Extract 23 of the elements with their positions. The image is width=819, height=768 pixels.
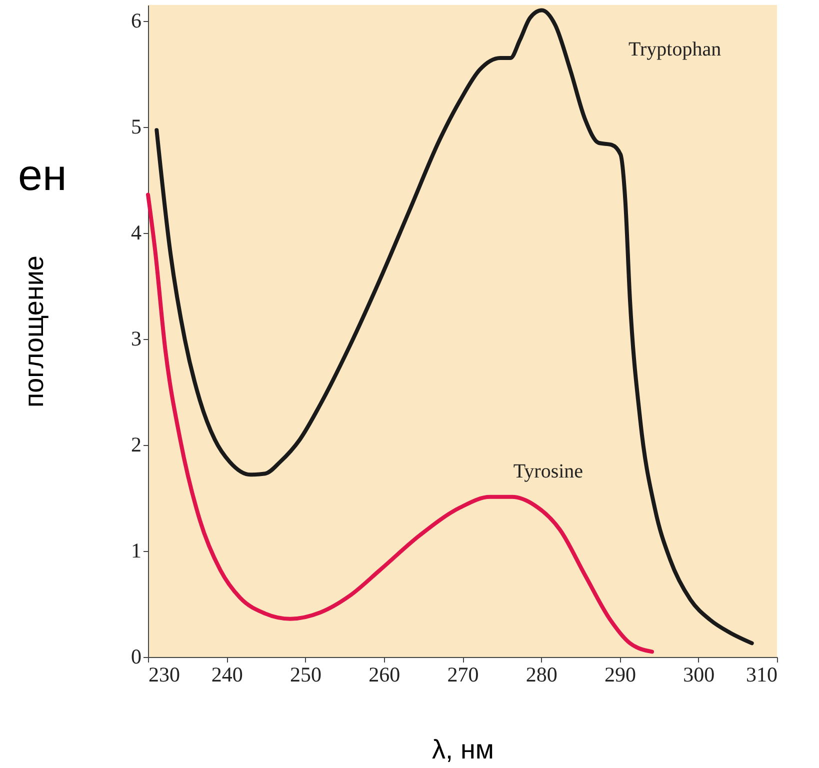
y-tick-label: 5 [131, 114, 142, 138]
y-tick-label: 3 [131, 326, 142, 350]
text: Tryptophan [628, 38, 722, 61]
x-tick-label: 310 [746, 662, 778, 686]
line-series [146, 192, 654, 654]
y-tick-label: 4 [131, 220, 142, 244]
y-tick-label: 6 [131, 8, 142, 32]
line-series [154, 8, 754, 646]
x-tick-label: 230 [148, 662, 180, 686]
x-tick-label: 280 [526, 662, 558, 686]
x-axis-title: λ, нм [432, 734, 494, 764]
x-tick-label: 300 [683, 662, 715, 686]
y-tick-label: 0 [131, 644, 142, 668]
text: ен [18, 151, 67, 200]
x-tick-label: 250 [290, 662, 322, 686]
y-tick-label: 2 [131, 432, 142, 456]
x-tick-label: 290 [604, 662, 636, 686]
series-label: Tyrosine [513, 460, 584, 482]
x-tick-label: 270 [447, 662, 479, 686]
y-axis-title: поглощение [19, 256, 49, 408]
x-tick-label: 260 [368, 662, 400, 686]
y-tick-label: 1 [131, 538, 142, 562]
x-tick-label: 240 [211, 662, 243, 686]
